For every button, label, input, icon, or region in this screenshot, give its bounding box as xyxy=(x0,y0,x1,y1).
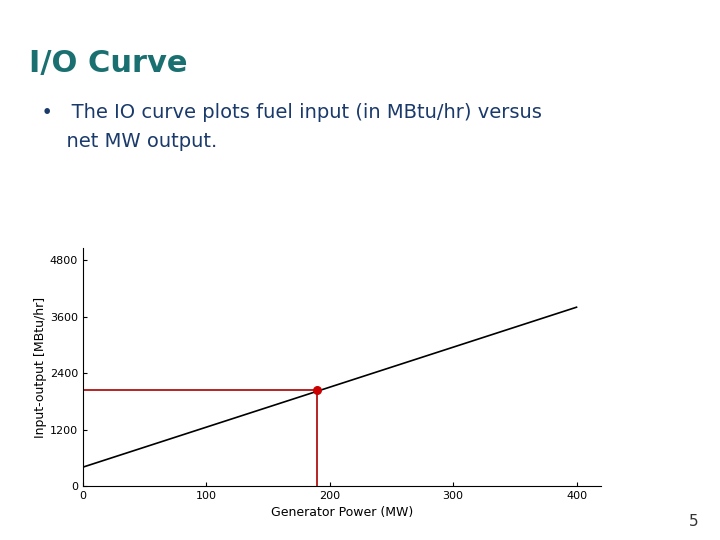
Text: net MW output.: net MW output. xyxy=(29,132,217,151)
Point xyxy=(312,385,323,394)
Text: •   The IO curve plots fuel input (in MBtu/hr) versus: • The IO curve plots fuel input (in MBtu… xyxy=(29,103,541,122)
Text: 5: 5 xyxy=(689,514,698,529)
Text: I: I xyxy=(665,55,671,75)
Text: I/O Curve: I/O Curve xyxy=(29,49,187,78)
Y-axis label: Input-output [MBtu/hr]: Input-output [MBtu/hr] xyxy=(34,296,47,438)
X-axis label: Generator Power (MW): Generator Power (MW) xyxy=(271,507,413,519)
